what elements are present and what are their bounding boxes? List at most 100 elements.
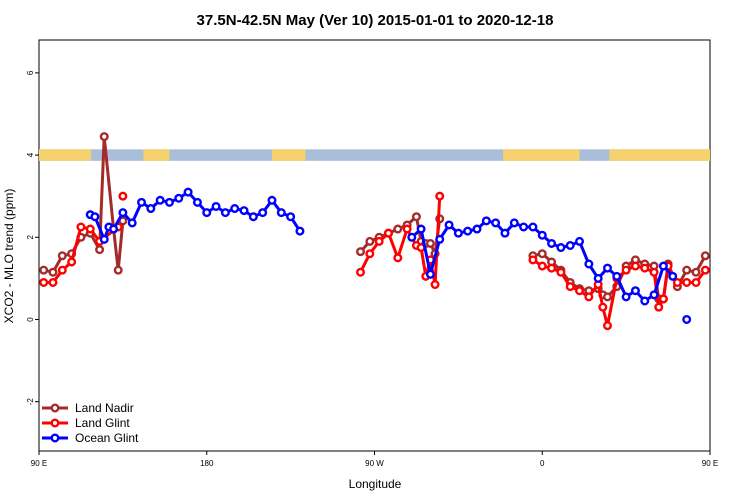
x-tick-label: 90 E	[702, 459, 718, 468]
legend-label: Land Glint	[75, 416, 130, 430]
data-point-land-glint	[76, 222, 86, 232]
data-point-land-nadir	[537, 249, 547, 259]
data-point-land-glint	[649, 267, 659, 277]
data-point-ocean-glint	[463, 226, 473, 236]
data-point-ocean-glint	[267, 195, 277, 205]
chart-title: 37.5N-42.5N May (Ver 10) 2015-01-01 to 2…	[197, 12, 554, 29]
data-point-land-glint	[658, 294, 668, 304]
series-ocean-glint	[85, 187, 692, 324]
data-point-ocean-glint	[407, 232, 417, 242]
data-point-land-glint	[537, 261, 547, 271]
data-point-ocean-glint	[127, 218, 137, 228]
data-point-ocean-glint	[109, 224, 119, 234]
data-point-ocean-glint	[528, 222, 538, 232]
x-tick-label: 0	[540, 459, 545, 468]
data-point-ocean-glint	[174, 193, 184, 203]
data-point-ocean-glint	[220, 208, 230, 218]
data-point-ocean-glint	[556, 243, 566, 253]
data-point-land-glint	[393, 253, 403, 263]
y-tick-label: 6	[26, 70, 35, 75]
data-point-ocean-glint	[137, 197, 147, 207]
data-point-ocean-glint	[258, 208, 268, 218]
data-point-ocean-glint	[286, 212, 296, 222]
ocean-band	[39, 149, 710, 161]
data-point-land-glint	[356, 267, 366, 277]
data-point-ocean-glint	[584, 259, 594, 269]
data-point-land-glint	[682, 277, 692, 287]
legend-swatch-marker	[50, 433, 60, 443]
data-point-land-nadir	[682, 265, 692, 275]
y-tick-label: 4	[26, 152, 35, 157]
data-point-ocean-glint	[183, 187, 193, 197]
legend-swatch-marker	[50, 418, 60, 428]
data-point-land-glint	[598, 302, 608, 312]
data-point-land-glint	[630, 261, 640, 271]
data-point-land-glint	[602, 321, 612, 331]
data-point-ocean-glint	[537, 230, 547, 240]
data-point-ocean-glint	[682, 314, 692, 324]
data-point-ocean-glint	[500, 228, 510, 238]
series-land-glint	[39, 191, 710, 331]
data-point-land-glint	[575, 286, 585, 296]
legend-item-ocean-glint: Ocean Glint	[42, 431, 139, 445]
data-point-land-glint	[430, 280, 440, 290]
land-mask-strip	[39, 149, 710, 161]
data-point-land-nadir	[365, 236, 375, 246]
data-point-land-glint	[654, 302, 664, 312]
data-point-land-nadir	[113, 265, 123, 275]
data-point-ocean-glint	[453, 228, 463, 238]
land-segment	[271, 149, 306, 161]
data-point-ocean-glint	[593, 273, 603, 283]
data-point-ocean-glint	[472, 224, 482, 234]
data-point-ocean-glint	[202, 208, 212, 218]
data-point-ocean-glint	[565, 240, 575, 250]
data-point-ocean-glint	[612, 271, 622, 281]
legend-item-land-nadir: Land Nadir	[42, 401, 134, 415]
data-point-ocean-glint	[640, 296, 650, 306]
data-point-land-glint	[672, 277, 682, 287]
data-point-land-glint	[691, 277, 701, 287]
data-point-land-glint	[556, 267, 566, 277]
data-point-land-glint	[640, 263, 650, 273]
data-point-land-nadir	[691, 267, 701, 277]
data-point-land-glint	[383, 228, 393, 238]
data-point-land-glint	[547, 263, 557, 273]
data-point-land-nadir	[57, 251, 67, 261]
legend-label: Ocean Glint	[75, 431, 139, 445]
data-point-ocean-glint	[239, 206, 249, 216]
series-layer	[39, 132, 710, 331]
data-point-land-nadir	[356, 247, 366, 257]
y-axis: -2 0 2 4 6	[26, 70, 39, 405]
data-point-ocean-glint	[211, 201, 221, 211]
y-tick-label: 2	[26, 235, 35, 240]
data-point-ocean-glint	[547, 238, 557, 248]
data-point-land-nadir	[99, 132, 109, 142]
data-point-land-nadir	[39, 265, 49, 275]
data-point-ocean-glint	[416, 224, 426, 234]
data-point-land-nadir	[425, 238, 435, 248]
data-point-ocean-glint	[444, 220, 454, 230]
data-point-land-nadir	[602, 292, 612, 302]
land-segment	[609, 149, 710, 161]
data-point-land-glint	[584, 292, 594, 302]
data-point-land-glint	[700, 265, 710, 275]
data-point-land-glint	[365, 249, 375, 259]
x-tick-label: 180	[200, 459, 214, 468]
data-point-land-glint	[57, 265, 67, 275]
data-point-ocean-glint	[99, 234, 109, 244]
data-point-ocean-glint	[519, 222, 529, 232]
data-point-ocean-glint	[248, 212, 258, 222]
data-point-ocean-glint	[146, 204, 156, 214]
data-point-ocean-glint	[435, 234, 445, 244]
data-point-ocean-glint	[509, 218, 519, 228]
data-point-land-glint	[39, 277, 49, 287]
x-axis: 90 E 180 90 W 0 90 E	[31, 451, 718, 468]
data-point-ocean-glint	[276, 208, 286, 218]
data-point-ocean-glint	[164, 197, 174, 207]
data-point-ocean-glint	[668, 271, 678, 281]
x-tick-label: 90 W	[365, 459, 384, 468]
data-point-land-glint	[48, 277, 58, 287]
data-point-ocean-glint	[649, 290, 659, 300]
data-point-ocean-glint	[575, 236, 585, 246]
